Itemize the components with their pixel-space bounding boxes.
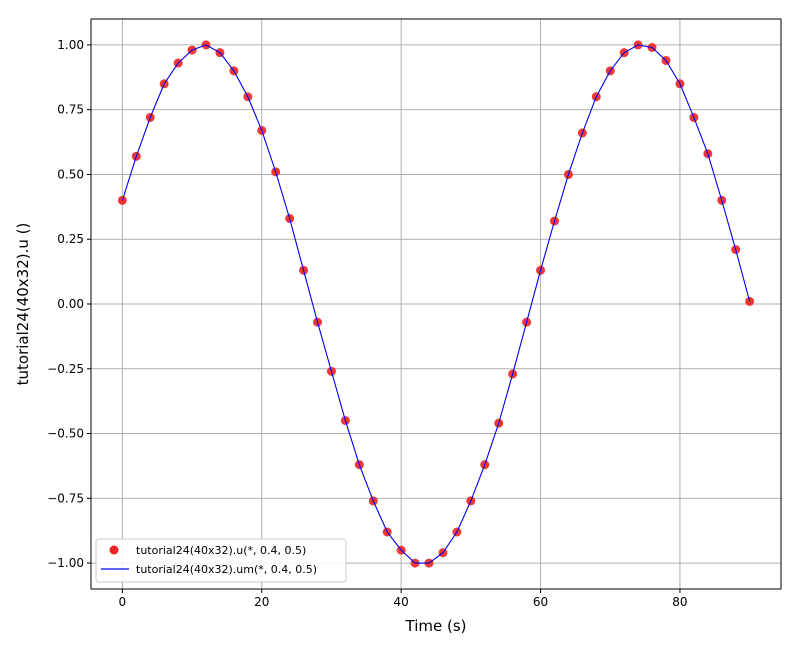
y-tick-label: −0.50 (47, 427, 84, 441)
y-tick-label: 0.75 (57, 103, 84, 117)
legend-marker-u (109, 545, 119, 555)
y-tick-label: −0.75 (47, 491, 84, 505)
y-axis-label: tutorial24(40x32).u () (14, 223, 32, 386)
series-layer (117, 40, 755, 568)
x-tick-label: 80 (672, 595, 687, 609)
y-tick-label: 1.00 (57, 38, 84, 52)
legend-box (95, 538, 347, 583)
x-tick-label: 40 (394, 595, 409, 609)
y-tick-label: 0.25 (57, 232, 84, 246)
x-tick-label: 60 (533, 595, 548, 609)
grid-layer (91, 19, 781, 589)
legend: tutorial24(40x32).u(*, 0.4, 0.5) tutoria… (95, 538, 347, 583)
x-tick-label: 20 (254, 595, 269, 609)
data-point (117, 195, 127, 205)
x-tick-label: 0 (119, 595, 127, 609)
y-tick-label: 0.00 (57, 297, 84, 311)
ticks-layer: 0 20 40 60 80 −1.00 −0.75 −0.50 −0.25 0.00 0.25 0.5… (47, 38, 687, 609)
y-tick-label: 0.50 (57, 167, 84, 181)
legend-label-u: tutorial24(40x32).u(*, 0.4, 0.5) (136, 544, 306, 557)
y-tick-label: −0.25 (47, 362, 84, 376)
y-tick-label: −1.00 (47, 556, 84, 570)
series-line-um (121, 44, 751, 564)
x-axis-label: Time (s) (405, 617, 467, 635)
legend-label-um: tutorial24(40x32).um(*, 0.4, 0.5) (136, 563, 317, 576)
